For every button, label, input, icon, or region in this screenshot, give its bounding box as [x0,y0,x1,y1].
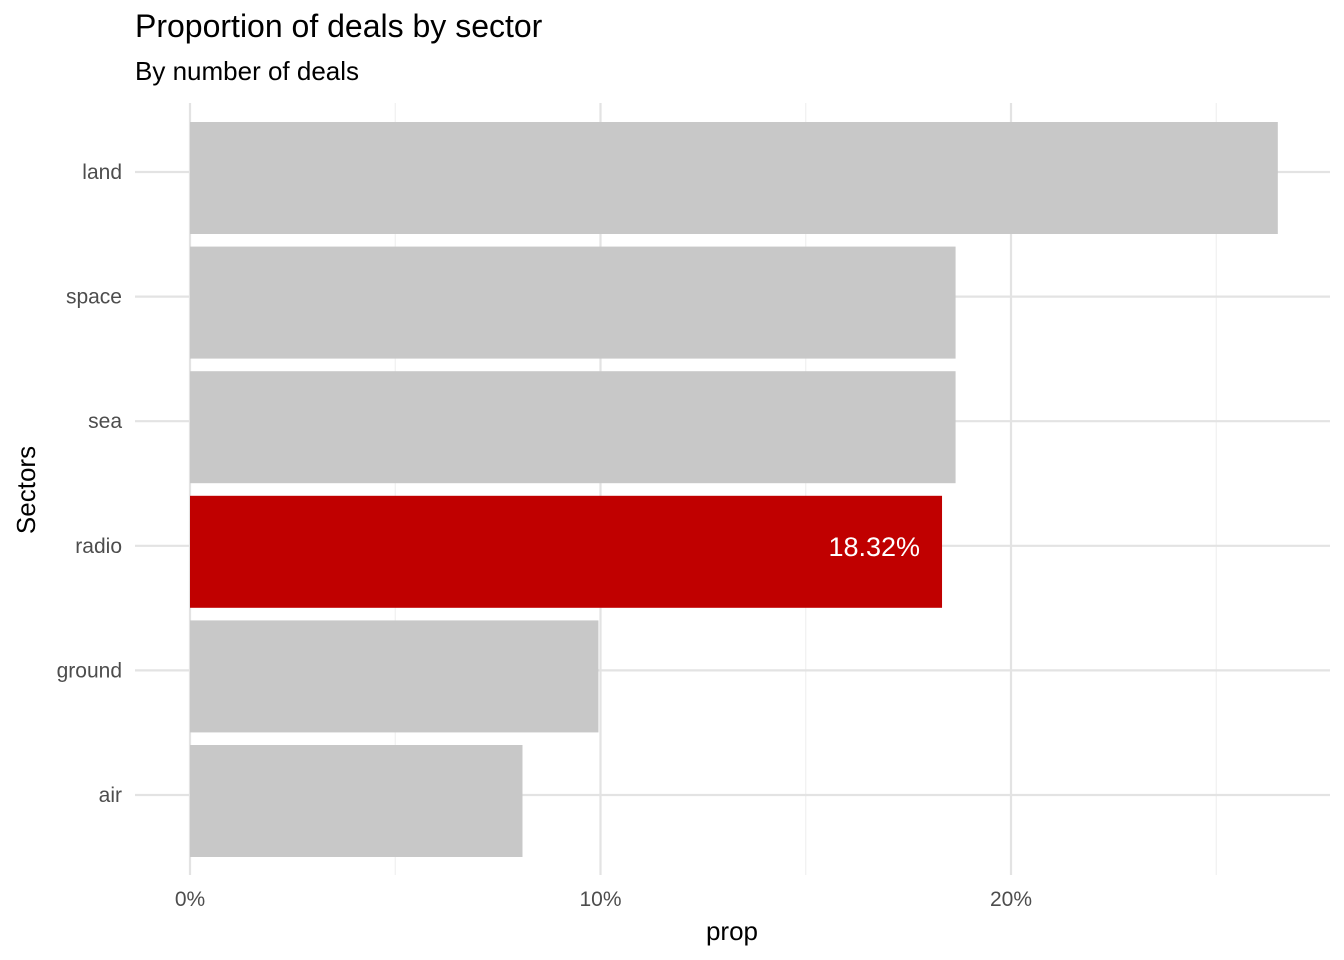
y-tick-label: ground [57,659,122,682]
x-tick-label: 0% [175,888,205,911]
y-tick-label: space [66,286,122,309]
chart-title: Proportion of deals by sector [135,8,543,44]
bar-ground [190,620,599,733]
x-tick-label: 20% [990,888,1032,911]
x-tick-label: 10% [579,888,621,911]
bar-air [190,745,523,857]
bar-radio [190,495,943,608]
y-tick-label: air [99,784,122,807]
y-tick-label: radio [75,535,122,558]
bar-value-label: 18.32% [828,532,920,562]
bar-sea [190,371,956,484]
y-axis-title: Sectors [11,446,41,534]
x-axis-title: prop [706,916,758,946]
bar-land [190,122,1278,234]
y-tick-label: land [82,161,122,184]
bars: 18.32% [190,122,1278,857]
bar-space [190,246,956,359]
y-tick-label: sea [88,410,122,433]
chart-subtitle: By number of deals [135,56,360,86]
y-tick-labels: land space sea radio ground air [57,161,123,807]
x-tick-labels: 0% 10% 20% [175,888,1032,911]
